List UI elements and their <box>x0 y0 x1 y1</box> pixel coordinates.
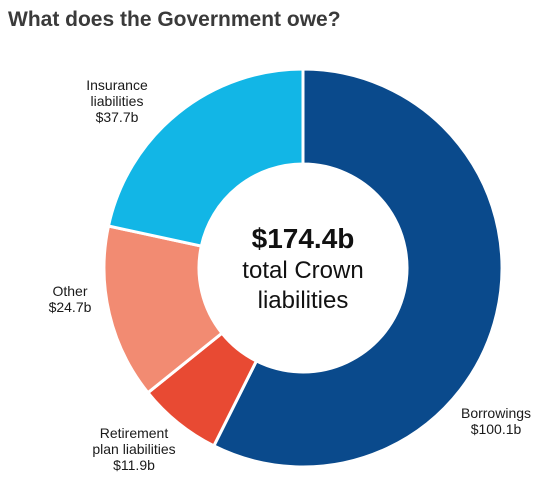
label-borrowings: Borrowings $100.1b <box>461 405 531 437</box>
label-line: $100.1b <box>471 421 522 437</box>
label-line: $24.7b <box>49 299 92 315</box>
label-line: $37.7b <box>96 109 139 125</box>
slice-borrowings <box>211 67 504 469</box>
donut-center: $174.4b total Crown liabilities <box>242 223 363 314</box>
slice-labels: Borrowings $100.1b Retirement plan liabilit… <box>49 77 531 473</box>
total-caption-line1: total Crown <box>242 257 363 284</box>
slice-insurance-liabilities <box>106 67 305 248</box>
label-line: liabilities <box>91 93 144 109</box>
label-line: Retirement <box>100 425 169 441</box>
total-value: $174.4b <box>252 223 355 254</box>
label-insurance-liabilities: Insurance liabilities $37.7b <box>86 77 148 125</box>
label-other: Other $24.7b <box>49 283 92 315</box>
label-line: Insurance <box>86 77 148 93</box>
total-caption-line2: liabilities <box>258 287 349 314</box>
chart-title: What does the Government owe? <box>8 8 341 31</box>
slice-other <box>102 224 225 395</box>
label-retirement-plan-liabilities: Retirement plan liabilities $11.9b <box>92 425 175 473</box>
label-line: plan liabilities <box>92 441 175 457</box>
label-line: Other <box>52 283 87 299</box>
label-line: $11.9b <box>113 457 155 473</box>
donut-slices <box>102 67 504 469</box>
label-line: Borrowings <box>461 405 531 421</box>
